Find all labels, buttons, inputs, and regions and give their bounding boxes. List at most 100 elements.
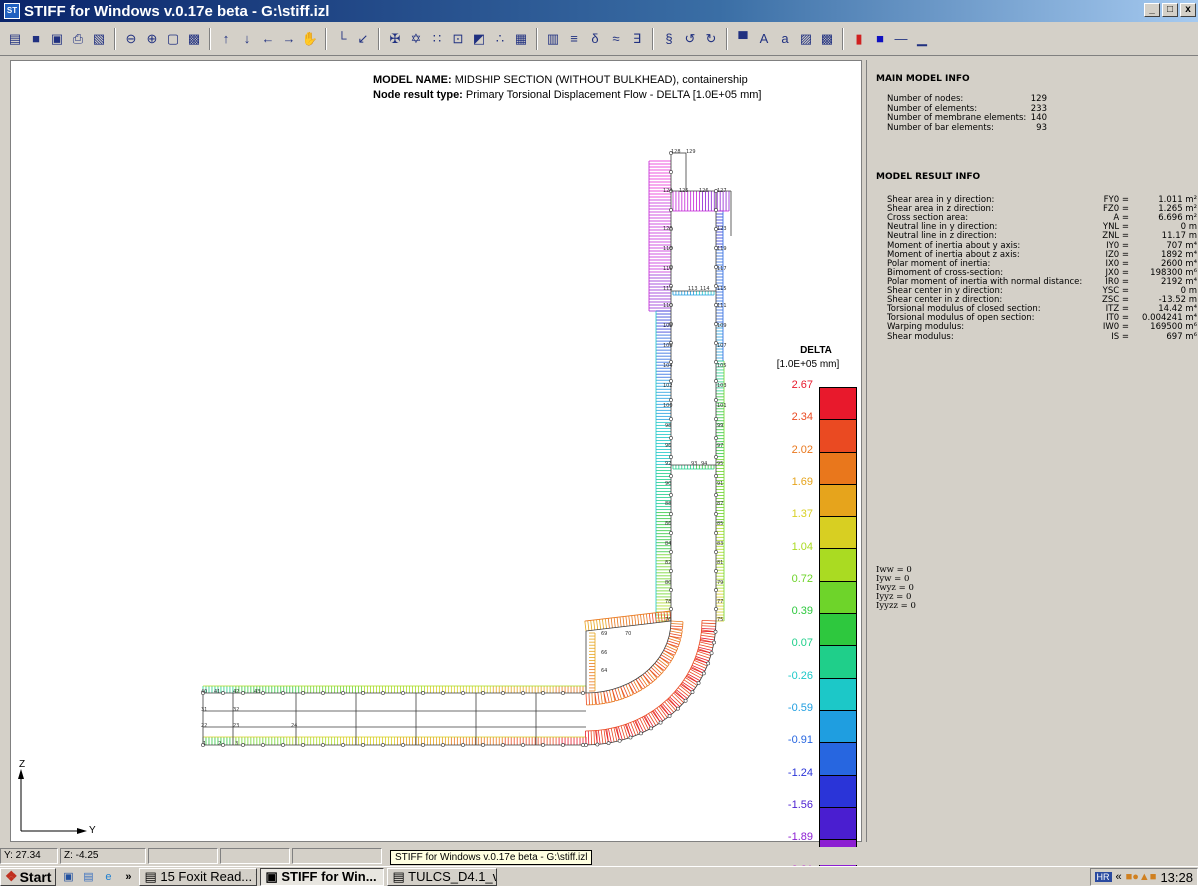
zoom-out-icon[interactable]: ⊖: [125, 30, 137, 46]
flow-hatch-line: [590, 730, 593, 745]
flow-hatch-line: [694, 658, 709, 664]
shear-center-icon[interactable]: §: [665, 31, 673, 46]
quicklaunch-ie-icon[interactable]: e: [105, 870, 112, 883]
result-info-value: 1892 m⁴: [1160, 249, 1197, 260]
line-icon[interactable]: —: [894, 31, 908, 46]
node-marker: [676, 706, 680, 711]
flow-hatch-line: [686, 675, 699, 684]
inner-hopper-line: [663, 643, 668, 651]
stress-icon[interactable]: ≡: [570, 31, 578, 46]
y-axis-label: Y: [89, 825, 96, 836]
flow-hatch-line: [632, 721, 639, 735]
nodes-icon[interactable]: ✠: [389, 30, 401, 46]
node-number-label: 69: [601, 631, 607, 637]
task-stiff[interactable]: ▣ STIFF for Win...: [260, 867, 385, 886]
results-color-icon[interactable]: ▦: [514, 30, 528, 46]
legend-value-label: 1.04: [791, 540, 813, 553]
flow-hatch-line: [628, 615, 631, 626]
nl-icon[interactable]: ∃: [632, 30, 642, 46]
minimize-panel-icon[interactable]: ▁: [917, 30, 927, 46]
node-marker: [669, 455, 673, 459]
result-info-symbol: IW0 =: [1102, 322, 1129, 333]
elements-view-icon[interactable]: ◩: [472, 30, 486, 46]
tray-icons: ■●▲■: [1125, 871, 1157, 883]
start-button[interactable]: ❖ Start: [0, 867, 57, 886]
node-marker: [714, 455, 718, 459]
node-marker: [221, 691, 225, 695]
node-marker: [541, 743, 545, 747]
flow-envelope-line: [680, 675, 688, 685]
maximize-button[interactable]: □: [1162, 3, 1178, 17]
move-left-icon[interactable]: ←: [261, 31, 275, 46]
node-marker: [658, 720, 663, 725]
text-icon[interactable]: ▨: [799, 30, 813, 46]
status-y-coord: Y: 27.34: [0, 848, 58, 864]
pan-hand-icon[interactable]: ✋: [301, 30, 319, 46]
quicklaunch-app-icon[interactable]: ▤: [83, 871, 94, 883]
save-icon[interactable]: ■: [32, 31, 40, 46]
quicklaunch-more-icon[interactable]: »: [125, 870, 132, 883]
rotate-right-icon[interactable]: ↻: [705, 30, 717, 46]
flow-hatch-line: [682, 681, 695, 691]
node-number-label: 124: [663, 188, 673, 194]
axes-alt-icon[interactable]: ↙: [357, 30, 369, 46]
scale-icon[interactable]: ▀: [738, 31, 748, 46]
quicklaunch-desktop-icon[interactable]: ▣: [63, 871, 74, 883]
shear-flow-icon[interactable]: ≈: [612, 31, 620, 46]
zoom-in-icon[interactable]: ⊕: [146, 30, 158, 46]
node-number-label: 98: [665, 423, 671, 429]
bars-icon[interactable]: ▩: [820, 30, 834, 46]
minimize-button[interactable]: _: [1144, 3, 1160, 17]
inner-hopper-line: [594, 691, 604, 694]
zoom-all-icon[interactable]: ▩: [187, 30, 201, 46]
flow-hatch-line: [679, 685, 692, 695]
flow-hatch-line: [610, 617, 613, 628]
flow-hatch-line: [677, 687, 690, 697]
open-icon[interactable]: ▤: [8, 30, 22, 46]
flow-hatch-line: [651, 613, 654, 624]
move-up-icon[interactable]: ↑: [222, 31, 230, 46]
elements-icon[interactable]: ✡: [410, 30, 422, 46]
close-button[interactable]: x: [1180, 3, 1196, 17]
legend-icon[interactable]: ▥: [546, 30, 560, 46]
flow-hatch-line: [690, 668, 703, 677]
results-nodes-icon[interactable]: ∴: [495, 30, 505, 46]
element-numbers-icon[interactable]: ⊡: [452, 30, 464, 46]
font-up-icon[interactable]: A: [759, 31, 769, 46]
language-indicator[interactable]: HR: [1094, 872, 1112, 882]
node-numbers-icon[interactable]: ∷: [432, 30, 442, 46]
node-marker: [714, 512, 718, 516]
result-info-value: 14.42 m⁴: [1158, 304, 1197, 315]
node-marker: [714, 588, 718, 592]
move-right-icon[interactable]: →: [282, 31, 296, 46]
node-marker: [521, 743, 525, 747]
color-scale-icon[interactable]: ▮: [855, 30, 863, 46]
task-tulcs[interactable]: ▤ TULCS_D4.1_v...: [387, 867, 498, 886]
print-icon[interactable]: ⎙: [72, 30, 84, 46]
zoom-window-icon[interactable]: ▢: [166, 30, 180, 46]
node-number-label: 96: [665, 443, 671, 449]
flow-icon[interactable]: δ: [591, 31, 599, 46]
flow-envelope-line: [642, 684, 650, 690]
print-bw-icon[interactable]: ▧: [92, 30, 106, 46]
node-number-label: 86: [665, 521, 671, 527]
node-number-label: 23: [233, 723, 239, 729]
flow-hatch-line: [602, 618, 604, 629]
legend-value-label: -1.24: [787, 766, 813, 779]
drawing-canvas[interactable]: MODEL NAME: MIDSHIP SECTION (WITHOUT BUL…: [10, 60, 863, 886]
move-down-icon[interactable]: ↓: [243, 31, 251, 46]
tray-expand-icon[interactable]: «: [1115, 871, 1122, 883]
rotate-left-icon[interactable]: ↺: [684, 30, 696, 46]
task-foxit-reader[interactable]: ▤ 15 Foxit Read... ▾: [139, 867, 258, 886]
save-as-icon[interactable]: ▣: [50, 30, 64, 46]
node-marker: [649, 726, 653, 731]
node-marker: [421, 743, 425, 747]
hopper-top-line: [585, 620, 672, 632]
node-marker: [341, 743, 345, 747]
axes-icon[interactable]: └: [337, 31, 347, 46]
result-header: MODEL NAME: MIDSHIP SECTION (WITHOUT BUL…: [373, 73, 762, 103]
node-number-label: 113: [688, 286, 698, 292]
line-color-icon[interactable]: ■: [876, 31, 884, 46]
font-down-icon[interactable]: a: [781, 31, 789, 46]
